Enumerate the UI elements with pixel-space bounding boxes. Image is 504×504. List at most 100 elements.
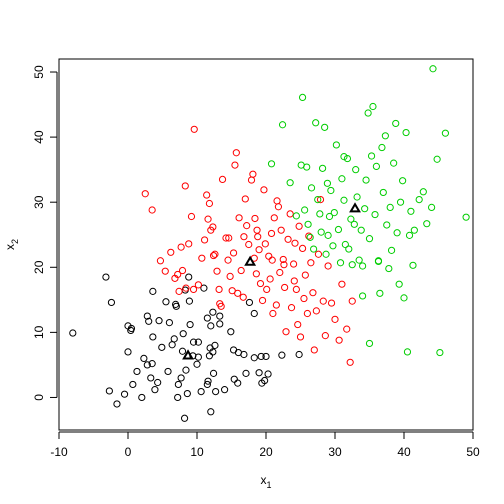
data-point-cluster-3 bbox=[357, 226, 365, 234]
data-point-cluster-2 bbox=[272, 301, 280, 309]
x-tick-label: 0 bbox=[125, 445, 132, 459]
data-point-cluster-1 bbox=[164, 367, 172, 376]
data-point-cluster-3 bbox=[396, 198, 405, 206]
data-point-cluster-2 bbox=[198, 254, 206, 262]
data-point-cluster-3 bbox=[312, 119, 320, 127]
data-point-cluster-2 bbox=[148, 206, 156, 214]
data-point-cluster-2 bbox=[338, 280, 346, 288]
data-point-cluster-3 bbox=[316, 210, 324, 218]
data-point-cluster-2 bbox=[343, 325, 351, 333]
data-point-cluster-3 bbox=[386, 203, 394, 211]
data-point-cluster-3 bbox=[321, 123, 329, 131]
data-point-cluster-2 bbox=[213, 267, 221, 275]
data-point-cluster-3 bbox=[367, 152, 376, 160]
data-point-cluster-2 bbox=[284, 235, 292, 243]
data-point-cluster-1 bbox=[209, 348, 217, 356]
data-point-cluster-1 bbox=[145, 317, 153, 325]
data-point-cluster-3 bbox=[324, 231, 332, 239]
data-point-cluster-3 bbox=[317, 228, 325, 236]
data-point-cluster-2 bbox=[209, 251, 218, 260]
data-point-cluster-2 bbox=[253, 226, 261, 234]
data-point-cluster-2 bbox=[314, 250, 323, 258]
x-axis-title: x1 bbox=[260, 473, 271, 490]
data-point-cluster-3 bbox=[387, 246, 396, 254]
data-point-cluster-1 bbox=[143, 361, 151, 369]
data-point-cluster-2 bbox=[181, 182, 189, 190]
x-tick-label: -10 bbox=[50, 445, 68, 459]
data-point-cluster-3 bbox=[359, 262, 367, 270]
data-point-cluster-3 bbox=[402, 128, 410, 137]
data-point-cluster-3 bbox=[334, 225, 343, 234]
data-point-cluster-3 bbox=[303, 163, 311, 171]
data-point-cluster-1 bbox=[120, 390, 129, 398]
data-point-cluster-3 bbox=[407, 207, 415, 215]
data-point-cluster-2 bbox=[296, 333, 305, 341]
data-point-cluster-2 bbox=[204, 215, 212, 223]
data-point-cluster-1 bbox=[250, 309, 258, 318]
data-point-cluster-1 bbox=[129, 380, 137, 389]
data-point-cluster-2 bbox=[321, 332, 329, 340]
data-point-cluster-3 bbox=[323, 179, 332, 187]
data-point-cluster-1 bbox=[105, 387, 113, 395]
data-point-cluster-2 bbox=[190, 125, 198, 133]
data-point-cluster-2 bbox=[237, 266, 245, 275]
data-point-cluster-2 bbox=[309, 289, 317, 297]
data-point-cluster-1 bbox=[186, 320, 194, 329]
data-point-cluster-1 bbox=[245, 298, 254, 307]
data-point-cluster-2 bbox=[226, 272, 234, 280]
data-point-cluster-3 bbox=[307, 184, 316, 192]
data-point-cluster-2 bbox=[203, 191, 211, 199]
data-point-cluster-3 bbox=[340, 196, 348, 204]
data-point-cluster-2 bbox=[279, 255, 287, 264]
data-point-cluster-2 bbox=[234, 289, 242, 297]
x-axis-title-main: x bbox=[260, 473, 266, 487]
data-point-cluster-1 bbox=[149, 287, 157, 295]
data-point-cluster-3 bbox=[336, 259, 345, 267]
data-point-cluster-1 bbox=[124, 348, 132, 356]
plot-frame bbox=[58, 58, 474, 431]
data-point-cluster-2 bbox=[232, 149, 240, 157]
data-point-cluster-2 bbox=[263, 285, 271, 294]
data-point-cluster-3 bbox=[318, 164, 327, 172]
data-point-cluster-1 bbox=[158, 343, 166, 351]
data-point-cluster-1 bbox=[133, 367, 141, 376]
data-point-cluster-2 bbox=[286, 210, 294, 218]
data-point-cluster-1 bbox=[178, 347, 187, 355]
data-point-cluster-1 bbox=[212, 387, 220, 396]
data-point-cluster-3 bbox=[385, 264, 393, 273]
data-point-cluster-1 bbox=[102, 273, 110, 281]
data-point-cluster-2 bbox=[249, 170, 257, 178]
data-point-cluster-1 bbox=[255, 369, 263, 377]
data-point-cluster-1 bbox=[177, 374, 185, 382]
data-point-cluster-2 bbox=[267, 229, 276, 238]
data-point-cluster-2 bbox=[281, 283, 289, 292]
data-point-cluster-2 bbox=[300, 294, 308, 303]
data-point-cluster-2 bbox=[268, 256, 276, 264]
y-axis-title-main: x bbox=[3, 244, 17, 250]
data-point-cluster-3 bbox=[392, 119, 400, 128]
data-point-cluster-1 bbox=[242, 369, 250, 377]
data-point-cluster-3 bbox=[310, 245, 318, 253]
data-point-cluster-3 bbox=[428, 203, 436, 211]
x-tick-label: 30 bbox=[328, 445, 342, 459]
data-point-cluster-1 bbox=[189, 338, 198, 346]
data-point-cluster-3 bbox=[410, 226, 418, 234]
data-point-cluster-1 bbox=[250, 354, 258, 362]
data-point-cluster-2 bbox=[331, 315, 339, 323]
x-tick-label: 40 bbox=[397, 445, 411, 459]
data-point-cluster-3 bbox=[374, 257, 383, 265]
data-point-cluster-2 bbox=[305, 232, 313, 240]
data-point-cluster-1 bbox=[257, 352, 265, 361]
data-point-cluster-1 bbox=[240, 350, 248, 359]
data-point-cluster-3 bbox=[359, 292, 367, 300]
data-point-cluster-2 bbox=[194, 281, 202, 289]
data-point-cluster-2 bbox=[266, 275, 274, 283]
data-point-cluster-2 bbox=[276, 268, 284, 277]
data-point-cluster-1 bbox=[127, 324, 136, 333]
data-point-cluster-3 bbox=[304, 220, 312, 228]
data-point-cluster-2 bbox=[327, 299, 336, 307]
data-point-cluster-1 bbox=[216, 312, 224, 320]
data-point-cluster-2 bbox=[241, 195, 249, 203]
y-tick-label: 50 bbox=[32, 65, 46, 79]
